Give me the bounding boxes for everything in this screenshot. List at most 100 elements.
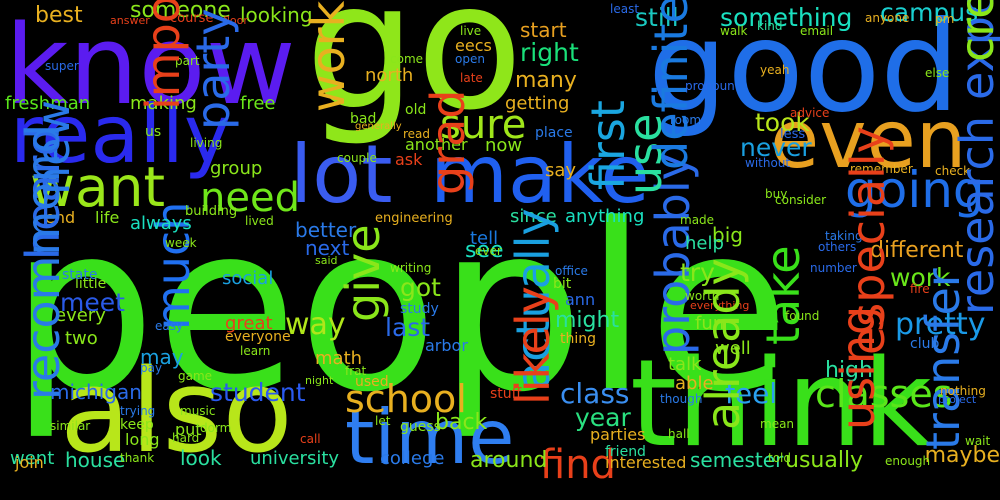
word-using: using (831, 305, 885, 430)
word-going: going (845, 161, 985, 219)
word-others: others (818, 240, 857, 254)
word-campus: campus (880, 0, 979, 27)
word-read: read (403, 127, 431, 141)
word-arbor: arbor (425, 336, 468, 355)
word-ask: ask (395, 150, 423, 169)
word-us: us (145, 124, 162, 140)
word-good: good (648, 0, 960, 140)
word-late: late (460, 71, 483, 85)
word-course: course (170, 11, 214, 26)
word-already: already (696, 258, 750, 430)
word-night: night (305, 374, 334, 387)
word-need: need (200, 175, 300, 221)
word-different: different (870, 238, 964, 263)
word-last: last (385, 313, 431, 342)
word-pretty: pretty (895, 307, 986, 342)
word-pm: pm (935, 12, 955, 26)
word-life: life (95, 208, 120, 227)
word-hard: hard (172, 431, 200, 445)
word-taking: taking (825, 229, 863, 243)
word-music: music (180, 404, 216, 418)
word-guess: guess (400, 419, 441, 435)
word-took: took (755, 108, 810, 137)
word-worth: worth (685, 289, 720, 303)
word-study: study (400, 301, 439, 317)
word-writing: writing (390, 261, 432, 275)
word-keep: keep (120, 417, 154, 433)
word-math: math (315, 348, 363, 369)
word-friend: friend (605, 444, 646, 460)
word-maybe: maybe (924, 443, 1000, 468)
word-usually: usually (785, 448, 864, 473)
word-now: now (485, 135, 523, 156)
word-consider: consider (775, 193, 827, 207)
word-anything: anything (565, 206, 645, 227)
word-else: else (925, 66, 950, 80)
word-kind: kind (757, 19, 783, 33)
word-join: join (15, 453, 44, 472)
word-still: still (635, 3, 679, 32)
word-living: living (190, 136, 223, 150)
word-used: used (355, 374, 389, 390)
word-know: know (5, 1, 296, 129)
word-since: since (510, 206, 557, 227)
word-said: said (315, 254, 338, 267)
word-place: place (535, 125, 573, 141)
word-credit: credit (950, 0, 1000, 62)
word-help: help (685, 233, 724, 254)
word-enough: enough (885, 454, 931, 468)
word-way: way (285, 307, 346, 342)
word-two: two (65, 328, 98, 349)
word-eecs: eecs (455, 36, 492, 55)
word-looking: looking (240, 3, 313, 27)
word-likely: likely (506, 286, 560, 405)
word-ann: ann (565, 290, 596, 309)
word-even: even (770, 93, 967, 186)
word-best: best (35, 3, 83, 28)
word-big: big (712, 223, 743, 247)
word-put: put (175, 420, 202, 439)
word-well: well (715, 338, 751, 359)
word-think: think (630, 335, 932, 474)
word-made: made (680, 213, 715, 227)
word-michigan: michigan (50, 380, 142, 404)
word-anyone: anyone (865, 11, 910, 25)
word-social: social (222, 268, 274, 289)
word-want: want (30, 155, 166, 219)
word-thank: thank (120, 451, 155, 465)
word-give: give (336, 224, 390, 322)
word-another: another (405, 135, 468, 154)
word-classes: classes (815, 372, 953, 416)
word-super: super (45, 59, 79, 73)
word-call: call (300, 432, 321, 446)
word-making: making (130, 93, 197, 114)
word-similar: similar (50, 419, 91, 433)
word-building: building (185, 204, 238, 219)
word-fun: fun (695, 313, 725, 334)
word-nothing: nothing (940, 384, 986, 398)
word-also: also (60, 345, 293, 479)
word-time: time (345, 393, 515, 481)
word-lot: lot (290, 128, 393, 221)
word-freshman: freshman (5, 93, 91, 114)
word-let: let (375, 414, 391, 428)
word-every: every (55, 305, 106, 326)
word-college: college (380, 448, 445, 469)
word-walk: walk (720, 24, 748, 38)
word-recommend: recommend (16, 124, 70, 400)
word-say: say (545, 160, 577, 181)
word-floor: floor (223, 14, 248, 27)
word-couple: couple (337, 151, 377, 165)
word-transfer: transfer (916, 268, 970, 450)
word-pay: pay (140, 361, 163, 375)
word-always: always (130, 213, 192, 234)
word-engineering: engineering (375, 211, 453, 226)
word-generally: generally (355, 121, 402, 132)
word-feel: feel (725, 377, 778, 410)
word-easy: easy (155, 319, 184, 333)
word-come: come (390, 52, 424, 66)
word-ever: ever (475, 244, 502, 258)
word-state: state (62, 267, 98, 283)
word-email: email (800, 24, 834, 38)
